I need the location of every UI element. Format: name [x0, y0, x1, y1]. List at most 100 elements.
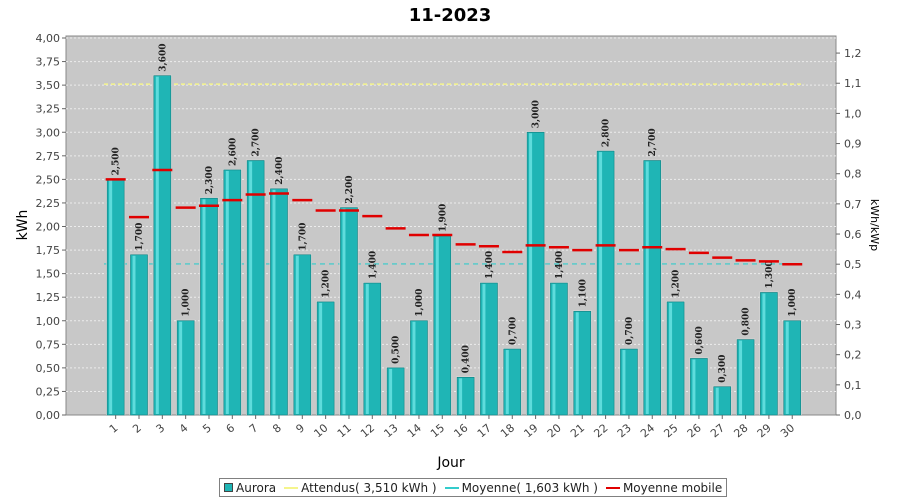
- bar-value-label: 1,100: [578, 279, 588, 307]
- y2-tick-label: 0,6: [844, 228, 862, 241]
- x-tick-label: 30: [778, 421, 797, 440]
- bar-highlight: [599, 152, 603, 414]
- bar-highlight: [365, 284, 369, 414]
- y-tick-label: 0,00: [36, 409, 61, 422]
- y2-tick-label: 0,4: [844, 288, 862, 301]
- x-tick-label: 6: [224, 421, 238, 435]
- x-tick-label: 4: [177, 421, 191, 435]
- x-tick-label: 22: [591, 421, 610, 440]
- x-tick-label: 14: [405, 421, 424, 440]
- bar-highlight: [109, 180, 113, 414]
- x-tick-label: 23: [615, 421, 634, 440]
- bar-highlight: [575, 312, 579, 414]
- bar-highlight: [132, 255, 136, 414]
- x-tick-label: 7: [247, 421, 261, 435]
- bar-highlight: [249, 161, 253, 414]
- x-tick-label: 5: [200, 421, 214, 435]
- y2-tick-label: 1,0: [844, 107, 862, 120]
- bar-value-label: 2,400: [275, 157, 285, 185]
- y2-tick-label: 0,3: [844, 319, 862, 332]
- bar-highlight: [272, 189, 276, 414]
- bar-value-label: 1,400: [555, 251, 565, 279]
- bar-value-label: 1,300: [765, 260, 775, 288]
- bar-value-label: 1,000: [415, 289, 425, 317]
- bar-highlight: [622, 350, 626, 414]
- bar-highlight: [505, 350, 509, 414]
- bar-highlight: [715, 387, 719, 414]
- bar-value-label: 3,000: [532, 100, 542, 128]
- legend-label: Moyenne( 1,603 kWh ): [461, 480, 598, 495]
- bar-highlight: [389, 368, 393, 414]
- x-tick-label: 2: [130, 421, 144, 435]
- bar-value-label: 2,500: [112, 147, 122, 175]
- bar-value-label: 2,800: [602, 119, 612, 147]
- legend-line-swatch: [605, 486, 620, 489]
- y-tick-label: 0,50: [36, 362, 61, 375]
- bar-value-label: 2,200: [345, 175, 355, 203]
- x-tick-label: 10: [311, 421, 330, 440]
- x-tick-label: 24: [638, 421, 657, 440]
- y-axis-label: kWh: [15, 210, 31, 241]
- bar-value-label: 1,000: [182, 289, 192, 317]
- bar-value-label: 1,400: [485, 251, 495, 279]
- x-tick-label: 17: [475, 421, 494, 440]
- y-tick-label: 1,50: [36, 268, 61, 281]
- y2-axis-ticks: 0,0 0,1 0,2 0,3 0,4 0,5 0,6 0,7 0,8 0,9 1,0 1,1 1,2: [836, 47, 862, 422]
- bar-value-label: 0,400: [462, 345, 472, 373]
- bar-value-label: 2,600: [228, 138, 238, 166]
- bar-highlight: [552, 284, 556, 414]
- bar-highlight: [435, 236, 439, 414]
- bar-highlight: [645, 161, 649, 414]
- chart-title: 11-2023: [409, 5, 492, 26]
- x-tick-label: 28: [731, 421, 750, 440]
- bar-value-label: 1,700: [298, 223, 308, 251]
- x-tick-label: 21: [568, 421, 587, 440]
- y2-tick-label: 0,8: [844, 168, 862, 181]
- x-tick-label: 12: [358, 421, 377, 440]
- bar-value-label: 1,200: [672, 270, 682, 298]
- legend: Aurora Attendus( 3,510 kWh ) Moyenne( 1,60…: [219, 478, 728, 497]
- bar-value-label: 1,900: [438, 204, 448, 232]
- bar-highlight: [529, 133, 533, 414]
- y2-axis-label: kWh/kWp: [868, 199, 881, 251]
- x-tick-label: 9: [294, 421, 308, 435]
- bar-highlight: [762, 293, 766, 414]
- bar-value-label: 0,500: [392, 336, 402, 364]
- bar-value-label: 1,200: [322, 270, 332, 298]
- y-tick-label: 3,00: [36, 126, 61, 139]
- legend-line-swatch: [444, 486, 459, 489]
- y-tick-label: 2,00: [36, 221, 61, 234]
- y-tick-label: 4,00: [36, 32, 61, 45]
- bar-value-label: 0,700: [625, 317, 635, 345]
- bar-highlight: [459, 378, 463, 414]
- y-tick-label: 2,75: [36, 150, 61, 163]
- bar-highlight: [669, 302, 673, 414]
- bar-value-label: 0,800: [742, 307, 752, 335]
- legend-label: Attendus( 3,510 kWh ): [301, 480, 437, 495]
- x-tick-label: 20: [545, 421, 564, 440]
- bar-highlight: [739, 340, 743, 414]
- x-tick-label: 16: [451, 421, 470, 440]
- chart: 11-2023 0,000,250,500,751,001,251,501,75…: [15, 5, 881, 471]
- y2-tick-label: 0,2: [844, 349, 862, 362]
- bar-highlight: [482, 284, 486, 414]
- y-tick-label: 2,25: [36, 197, 61, 210]
- x-tick-label: 13: [381, 421, 400, 440]
- y-tick-label: 1,00: [36, 315, 61, 328]
- bar-value-label: 0,700: [508, 317, 518, 345]
- y-tick-label: 1,25: [36, 291, 61, 304]
- bar-value-label: 1,700: [135, 223, 145, 251]
- y2-tick-label: 0,1: [844, 379, 862, 392]
- y-tick-label: 2,50: [36, 173, 61, 186]
- y-axis-ticks: 0,00 0,25 0,50 0,75 1,00 1,25 1,50 1,75 2,00 2,25…: [36, 32, 66, 422]
- legend-item: Attendus( 3,510 kWh ): [284, 480, 437, 495]
- bar-highlight: [202, 199, 206, 414]
- bar-highlight: [785, 321, 789, 414]
- legend-label: Aurora: [236, 480, 277, 495]
- legend-item: Aurora: [224, 481, 276, 495]
- bar-highlight: [692, 359, 696, 414]
- reference-lines: [104, 83, 805, 265]
- x-tick-label: 27: [708, 421, 727, 440]
- legend-item: Moyenne( 1,603 kWh ): [444, 480, 598, 495]
- y2-tick-label: 0,9: [844, 138, 862, 151]
